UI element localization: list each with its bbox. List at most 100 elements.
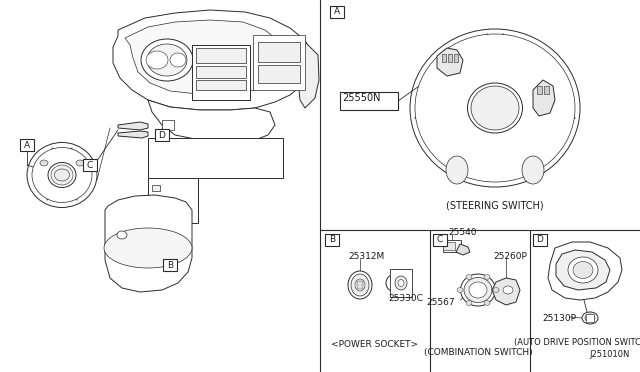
Text: 25540: 25540 <box>448 228 477 237</box>
Ellipse shape <box>51 165 73 185</box>
Ellipse shape <box>76 160 84 166</box>
Bar <box>454 54 458 62</box>
Text: B: B <box>167 260 173 269</box>
Text: (AUTO DRIVE POSITION SWITCH): (AUTO DRIVE POSITION SWITCH) <box>514 338 640 347</box>
Ellipse shape <box>40 160 48 166</box>
Text: D: D <box>159 131 165 140</box>
Text: (STEERING SWITCH): (STEERING SWITCH) <box>446 200 544 210</box>
Text: 25550N: 25550N <box>342 93 381 103</box>
Ellipse shape <box>461 274 495 306</box>
Bar <box>155 129 169 141</box>
Polygon shape <box>118 131 148 138</box>
Bar <box>433 234 447 246</box>
Bar <box>196 66 246 78</box>
Text: C: C <box>87 160 93 170</box>
Text: D: D <box>536 235 543 244</box>
Ellipse shape <box>348 271 372 299</box>
Polygon shape <box>548 242 622 300</box>
Ellipse shape <box>467 83 522 133</box>
Ellipse shape <box>27 142 97 208</box>
Ellipse shape <box>568 257 598 283</box>
Ellipse shape <box>351 274 369 296</box>
Bar <box>253 35 305 90</box>
Bar <box>148 138 283 178</box>
Ellipse shape <box>141 39 193 81</box>
Ellipse shape <box>395 276 407 290</box>
Bar <box>162 120 174 130</box>
Bar <box>330 6 344 18</box>
Polygon shape <box>148 100 275 142</box>
Bar <box>533 234 547 246</box>
Text: C: C <box>437 235 443 244</box>
Polygon shape <box>105 195 192 292</box>
Ellipse shape <box>410 29 580 187</box>
Ellipse shape <box>446 156 468 184</box>
Text: 25330C: 25330C <box>388 294 423 303</box>
Polygon shape <box>556 250 610 290</box>
Text: 25130P: 25130P <box>542 314 576 323</box>
Text: J251010N: J251010N <box>590 350 630 359</box>
Ellipse shape <box>484 301 490 305</box>
Polygon shape <box>492 278 520 305</box>
Bar <box>586 314 594 322</box>
Ellipse shape <box>117 231 127 239</box>
Ellipse shape <box>585 314 595 322</box>
Text: A: A <box>24 141 30 150</box>
Ellipse shape <box>469 282 487 298</box>
Bar <box>258 65 300 83</box>
Bar <box>196 80 246 90</box>
Bar <box>340 92 398 110</box>
Bar <box>192 45 250 100</box>
Ellipse shape <box>147 44 187 76</box>
Ellipse shape <box>582 312 598 324</box>
Bar <box>163 259 177 271</box>
Text: B: B <box>329 235 335 244</box>
Ellipse shape <box>170 53 186 67</box>
Bar <box>20 139 34 151</box>
Bar <box>390 269 412 297</box>
Ellipse shape <box>104 228 192 268</box>
Text: A: A <box>334 7 340 16</box>
Ellipse shape <box>48 163 76 187</box>
Polygon shape <box>118 122 148 130</box>
Bar <box>537 86 542 94</box>
Ellipse shape <box>355 279 365 291</box>
Bar <box>196 48 246 63</box>
Bar <box>442 54 446 62</box>
Ellipse shape <box>522 156 544 184</box>
Polygon shape <box>298 42 319 108</box>
Ellipse shape <box>54 169 70 181</box>
Polygon shape <box>125 20 288 94</box>
Bar <box>443 242 455 250</box>
Text: <POWER SOCKET>: <POWER SOCKET> <box>332 340 419 349</box>
Ellipse shape <box>573 262 593 279</box>
Text: (COMBINATION SWITCH): (COMBINATION SWITCH) <box>424 348 532 357</box>
Polygon shape <box>456 244 470 255</box>
Ellipse shape <box>466 301 472 305</box>
Bar <box>448 54 452 62</box>
Text: 25567: 25567 <box>426 298 454 307</box>
Polygon shape <box>533 80 555 116</box>
Ellipse shape <box>146 51 168 69</box>
Ellipse shape <box>415 34 575 182</box>
Polygon shape <box>113 10 312 110</box>
Bar <box>544 86 549 94</box>
Bar <box>148 178 198 223</box>
Bar <box>152 185 160 191</box>
Ellipse shape <box>386 275 400 291</box>
Ellipse shape <box>32 148 92 202</box>
Polygon shape <box>437 48 463 76</box>
Text: 25260P: 25260P <box>493 252 527 261</box>
Text: 25312M: 25312M <box>348 252 384 261</box>
Bar <box>83 159 97 171</box>
Ellipse shape <box>484 275 490 279</box>
Ellipse shape <box>457 288 463 292</box>
Bar <box>258 42 300 62</box>
Ellipse shape <box>464 278 492 302</box>
Ellipse shape <box>503 286 513 294</box>
Bar <box>443 240 461 252</box>
Ellipse shape <box>398 279 404 286</box>
Ellipse shape <box>466 275 472 279</box>
Ellipse shape <box>493 288 499 292</box>
Bar <box>325 234 339 246</box>
